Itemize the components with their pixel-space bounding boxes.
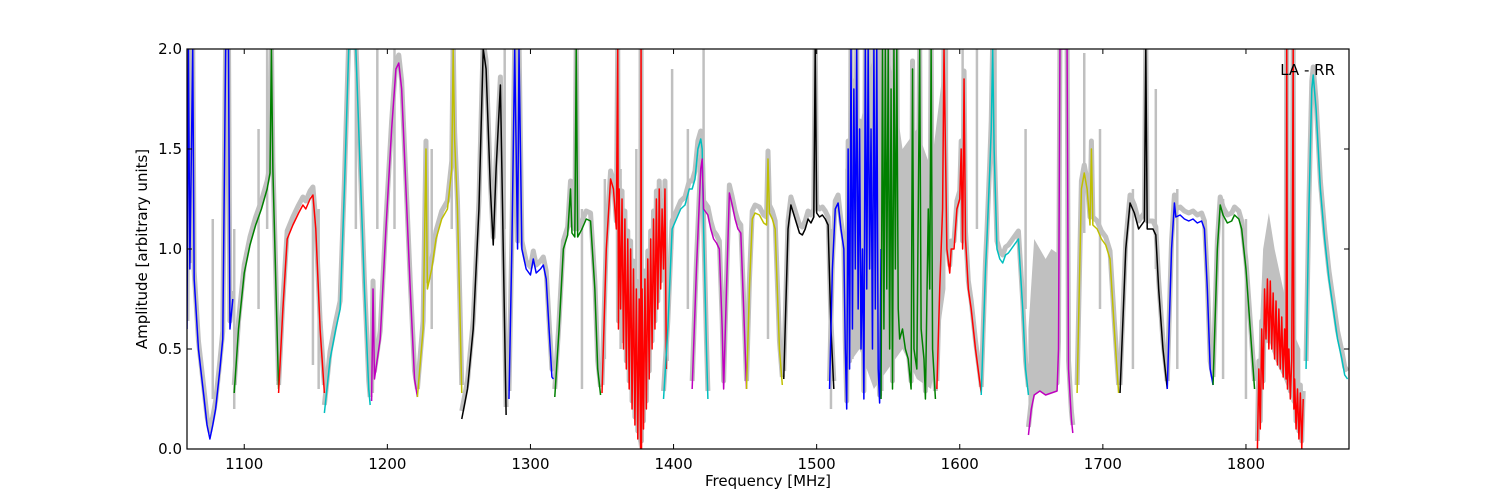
gray-background-traces	[187, 49, 1349, 449]
series-line-17	[980, 49, 1030, 396]
y-tick-label: 1.0	[158, 240, 182, 258]
series-line-7	[508, 49, 554, 400]
x-tick-label: 1700	[1084, 455, 1122, 473]
series-line-9	[601, 49, 668, 449]
series-line-23	[1256, 49, 1304, 449]
series-line-1	[233, 49, 280, 394]
annotation-label: LA - RR	[1280, 61, 1335, 79]
series-line-12	[745, 158, 784, 390]
x-tick-label: 1500	[798, 455, 836, 473]
series-line-15	[880, 49, 937, 400]
series-line-4	[370, 62, 419, 402]
series-line-16	[936, 49, 982, 394]
x-tick-label: 1400	[654, 455, 692, 473]
gray-trace-5	[414, 49, 465, 390]
series-line-8	[554, 49, 602, 398]
x-tick-label: 1300	[511, 455, 549, 473]
gray-trace-13	[781, 49, 837, 382]
x-tick-label: 1600	[941, 455, 979, 473]
series-line-20	[1119, 49, 1169, 394]
series-line-5	[416, 49, 463, 398]
axis-ticks: 1100 1200 1300 1400 1500 1600 1700 1800 0.0 0.5 1.…	[158, 40, 1349, 473]
x-axis-label: Frequency [MHz]	[705, 472, 831, 490]
y-tick-label: 0.5	[158, 340, 182, 358]
y-tick-label: 0.0	[158, 440, 182, 458]
series-line-13	[782, 49, 835, 390]
gray-trace-23	[1254, 49, 1306, 444]
x-tick-label: 1800	[1227, 455, 1265, 473]
series-line-18	[1027, 49, 1074, 436]
series-line-24	[1305, 74, 1349, 380]
colored-traces	[187, 49, 1349, 449]
x-tick-label: 1100	[225, 455, 263, 473]
series-line-3	[323, 49, 371, 414]
gray-trace-24	[1303, 64, 1349, 373]
y-tick-label: 2.0	[158, 40, 182, 58]
gray-trace-20	[1117, 49, 1170, 386]
series-line-0	[187, 49, 234, 440]
series-line-21	[1166, 202, 1214, 390]
gray-trace-9	[599, 49, 669, 444]
series-line-22	[1212, 204, 1256, 390]
series-line-6	[461, 49, 507, 420]
y-axis-label: Amplitude [arbitrary units]	[133, 149, 151, 349]
x-tick-label: 1200	[368, 455, 406, 473]
series-line-11	[691, 158, 748, 390]
series-line-14	[828, 49, 882, 410]
gray-trace-21	[1164, 192, 1216, 382]
series-line-2	[277, 194, 326, 394]
y-tick-label: 1.5	[158, 140, 182, 158]
series-line-19	[1076, 148, 1120, 394]
